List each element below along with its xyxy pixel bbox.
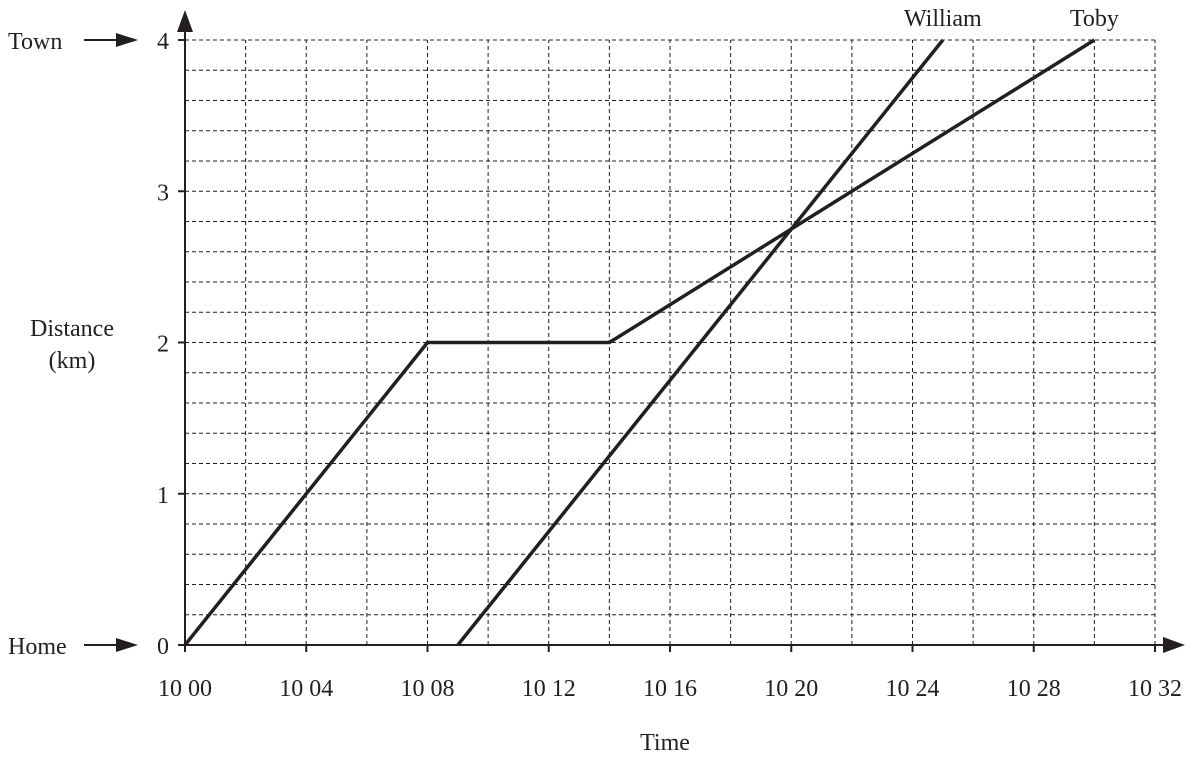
y-marker-label: Home [8, 634, 67, 660]
x-tick-label: 10 00 [158, 676, 212, 702]
y-tick-label: 3 [157, 180, 169, 206]
x-tick-label: 10 28 [1007, 676, 1061, 702]
y-axis-label-line-1: Distance [30, 316, 114, 342]
x-tick-label: 10 32 [1128, 676, 1182, 702]
x-axis-label: Time [640, 730, 690, 756]
series [183, 38, 1096, 647]
y-tick-label: 2 [157, 332, 169, 358]
y-tick-label: 1 [157, 483, 169, 509]
series-line-william [456, 38, 945, 647]
series-label-toby: Toby [1070, 6, 1119, 32]
x-tick-label: 10 20 [764, 676, 818, 702]
y-marker-arrow-icon [116, 33, 138, 47]
axes: 10 00 10 04 10 08 10 12 10 16 10 20 10 24 10 28… [157, 10, 1185, 702]
y-tick-label: 0 [157, 634, 169, 660]
grid [185, 39, 1156, 645]
y-axis-label-line-2: (km) [49, 348, 96, 374]
x-tick-label: 10 24 [886, 676, 940, 702]
x-tick-label: 10 16 [643, 676, 697, 702]
x-tick-label: 10 08 [401, 676, 455, 702]
x-tick-label: 10 04 [279, 676, 333, 702]
y-marker-label: Town [8, 29, 62, 55]
x-axis-arrow-icon [1163, 637, 1185, 653]
series-line-toby [183, 38, 1096, 647]
y-marker-arrow-icon [116, 638, 138, 652]
y-tick-label: 4 [157, 29, 169, 55]
x-tick-label: 10 12 [522, 676, 576, 702]
y-axis-arrow-icon [177, 10, 193, 32]
series-label-william: William [904, 6, 982, 32]
labels: Time Distance (km) Town Home William Toby [8, 6, 1119, 756]
